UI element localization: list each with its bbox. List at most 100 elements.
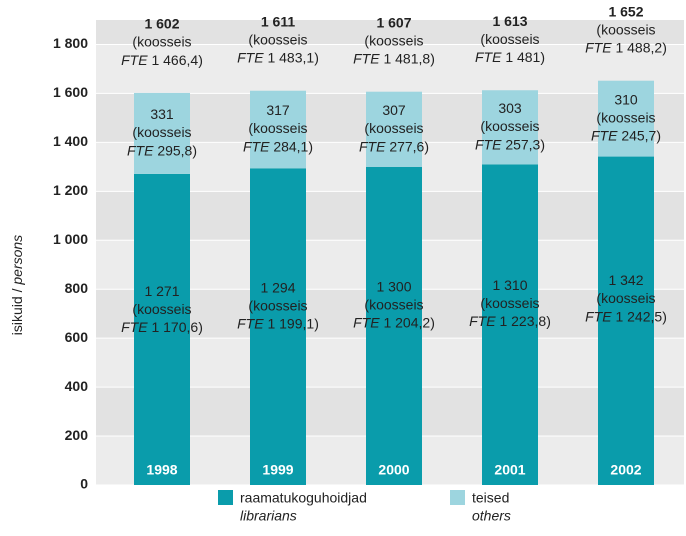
fte-word: FTE <box>127 142 154 158</box>
grid-band <box>96 44 684 94</box>
fte-close: ) <box>314 315 319 331</box>
fte-word: FTE <box>121 52 148 68</box>
segment-fte: FTE 1 242,5) <box>585 308 667 324</box>
fte-word: FTE <box>591 127 618 143</box>
fte-word: FTE <box>469 313 496 329</box>
fte-word: FTE <box>121 319 148 335</box>
bar-segment <box>250 168 306 485</box>
fte-word: FTE <box>475 136 502 152</box>
fte-close: ) <box>546 313 551 329</box>
fte-value: 1 223,8 <box>499 313 546 329</box>
x-tick-label: 2001 <box>494 462 525 478</box>
total-open: (koosseis <box>480 31 539 47</box>
bar-segment <box>366 91 422 167</box>
fte-word: FTE <box>353 50 380 66</box>
segment-value-label: 1 294 <box>260 279 295 295</box>
segment-open: (koosseis <box>596 109 655 125</box>
grid-band <box>96 20 684 45</box>
y-axis-title-en: persons <box>9 235 25 286</box>
fte-value: 1 170,6 <box>151 319 198 335</box>
fte-value: 245,7 <box>621 127 656 143</box>
segment-open: (koosseis <box>480 295 539 311</box>
y-axis-title-et: isikuid / <box>9 285 25 336</box>
fte-value: 1 242,5 <box>615 308 662 324</box>
total-fte: FTE 1 481,8) <box>353 50 435 66</box>
fte-word: FTE <box>585 39 612 55</box>
segment-open: (koosseis <box>248 120 307 136</box>
fte-close: ) <box>430 50 435 66</box>
legend-label: teised <box>472 490 509 506</box>
bar-segment <box>598 80 654 157</box>
segment-fte: FTE 277,6) <box>359 138 429 154</box>
bar-segment <box>250 90 306 169</box>
fte-word: FTE <box>359 138 386 154</box>
y-tick-label: 1 400 <box>53 133 88 149</box>
y-tick-label: 400 <box>65 378 89 394</box>
segment-value-label: 303 <box>498 100 522 116</box>
total-open: (koosseis <box>132 34 191 50</box>
fte-close: ) <box>430 314 435 330</box>
fte-close: ) <box>314 49 319 65</box>
bar-segment <box>134 173 190 486</box>
legend-label-en: others <box>472 508 511 524</box>
y-tick-label: 0 <box>80 476 88 492</box>
fte-value: 257,3 <box>505 136 540 152</box>
segment-fte: FTE 257,3) <box>475 136 545 152</box>
fte-value: 1 481,8 <box>383 50 430 66</box>
fte-value: 1 199,1 <box>267 315 314 331</box>
fte-value: 1 488,2 <box>615 39 662 55</box>
total-fte: FTE 1 466,4) <box>121 52 203 68</box>
legend-swatch <box>450 490 465 505</box>
segment-value-label: 1 310 <box>492 277 527 293</box>
segment-value-label: 1 342 <box>608 272 643 288</box>
fte-value: 277,6 <box>389 138 424 154</box>
fte-word: FTE <box>237 49 264 65</box>
fte-close: ) <box>662 308 667 324</box>
fte-word: FTE <box>353 314 380 330</box>
total-fte: FTE 1 488,2) <box>585 39 667 55</box>
y-tick-label: 1 000 <box>53 231 88 247</box>
legend-label: raamatukoguhoidjad <box>240 490 367 506</box>
segment-value-label: 331 <box>150 106 174 122</box>
segment-fte: FTE 295,8) <box>127 142 197 158</box>
segment-fte: FTE 245,7) <box>591 127 661 143</box>
total-open: (koosseis <box>248 31 307 47</box>
total-open: (koosseis <box>596 21 655 37</box>
x-tick-label: 2002 <box>610 462 641 478</box>
fte-close: ) <box>198 319 203 335</box>
total-label: 1 602 <box>144 16 179 32</box>
total-fte: FTE 1 483,1) <box>237 49 319 65</box>
fte-value: 295,8 <box>157 142 192 158</box>
x-tick-label: 1998 <box>146 462 177 478</box>
y-tick-label: 1 800 <box>53 35 88 51</box>
segment-fte: FTE 1 223,8) <box>469 313 551 329</box>
y-tick-label: 1 200 <box>53 182 88 198</box>
fte-word: FTE <box>243 138 270 154</box>
segment-fte: FTE 1 204,2) <box>353 314 435 330</box>
segment-open: (koosseis <box>132 124 191 140</box>
x-tick-label: 2000 <box>378 462 409 478</box>
total-open: (koosseis <box>364 32 423 48</box>
fte-value: 284,1 <box>273 138 308 154</box>
segment-value-label: 307 <box>382 102 406 118</box>
fte-close: ) <box>540 49 545 65</box>
fte-close: ) <box>424 138 429 154</box>
bar-segment <box>134 92 190 174</box>
segment-value-label: 310 <box>614 91 638 107</box>
total-label: 1 652 <box>608 3 643 19</box>
fte-value: 1 483,1 <box>267 49 314 65</box>
bar-segment <box>482 164 538 486</box>
y-tick-label: 600 <box>65 329 89 345</box>
x-tick-label: 1999 <box>262 462 293 478</box>
bar-segment <box>482 90 538 165</box>
y-axis-title: isikuid / persons <box>9 235 25 335</box>
segment-open: (koosseis <box>596 290 655 306</box>
fte-close: ) <box>662 39 667 55</box>
segment-value-label: 1 300 <box>376 278 411 294</box>
segment-open: (koosseis <box>248 297 307 313</box>
segment-open: (koosseis <box>364 120 423 136</box>
fte-value: 1 481 <box>505 49 540 65</box>
fte-close: ) <box>192 142 197 158</box>
fte-close: ) <box>656 127 661 143</box>
fte-word: FTE <box>237 315 264 331</box>
